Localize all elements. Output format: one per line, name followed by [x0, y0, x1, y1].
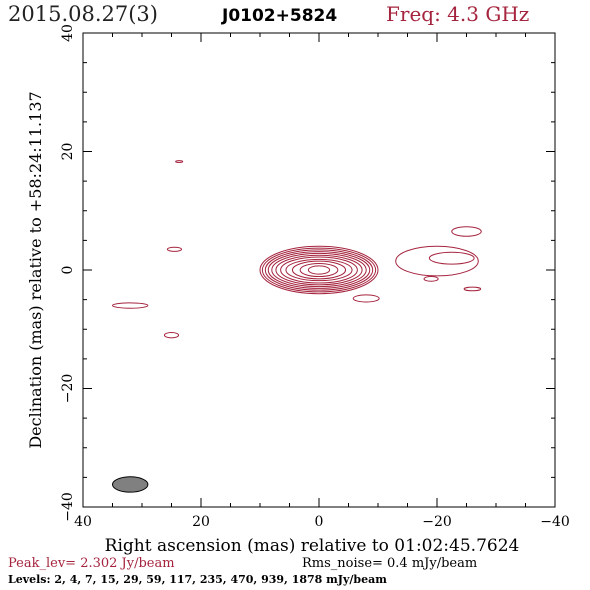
core-contour: [261, 247, 377, 293]
core-contour: [307, 265, 331, 275]
core-contour: [259, 245, 379, 295]
frequency-label: Freq: 4.3 GHz: [386, 2, 529, 26]
peak-level-text: Peak_lev= 2.302 Jy/beam: [8, 556, 175, 571]
core-contour: [285, 258, 353, 282]
contour-layer: [112, 160, 482, 493]
extended-contour: [428, 251, 475, 265]
extended-contour: [175, 160, 184, 163]
y-tick-label: 40: [60, 24, 76, 42]
extended-contour: [163, 332, 180, 339]
extended-contour: [423, 276, 439, 282]
epoch-label: 2015.08.27(3): [8, 2, 158, 26]
x-tick-label: −40: [540, 514, 570, 530]
axis-tick-labels: 40 20 0 −20 −40 −40 −20 0 20 40: [60, 24, 570, 530]
extended-contour: [112, 302, 149, 309]
extended-contour: [166, 246, 183, 252]
core-contour: [264, 249, 374, 291]
extended-contour: [395, 245, 479, 277]
contour-levels-text: Levels: 2, 4, 7, 15, 29, 59, 117, 235, 4…: [8, 573, 387, 586]
y-tick-label: 20: [60, 143, 76, 161]
x-tick-label: 20: [192, 514, 210, 530]
x-tick-label: 0: [315, 514, 324, 530]
beam-ellipse: [112, 476, 149, 493]
x-tick-label: 40: [74, 514, 92, 530]
core-contour: [267, 251, 371, 289]
y-tick-label: −40: [60, 492, 76, 522]
rms-noise-text: Rms_noise= 0.4 mJy/beam: [302, 556, 477, 571]
plot-frame: [82, 32, 556, 508]
core-contour: [280, 256, 358, 284]
extended-contour: [451, 226, 482, 237]
core-contour: [271, 252, 367, 288]
y-tick-label: 0: [60, 266, 76, 275]
x-axis-label: Right ascension (mas) relative to 01:02:…: [105, 536, 520, 556]
y-axis-label: Declination (mas) relative to +58:24:11.…: [26, 91, 45, 448]
core-contour: [299, 262, 339, 278]
axis-ticks: [82, 32, 556, 508]
core-contour: [275, 254, 363, 286]
source-name: J0102+5824: [221, 6, 337, 26]
x-tick-label: −20: [422, 514, 452, 530]
extended-contour: [352, 294, 380, 303]
extended-contour: [463, 286, 482, 292]
core-contour: [291, 260, 347, 280]
y-tick-label: −20: [60, 374, 76, 404]
